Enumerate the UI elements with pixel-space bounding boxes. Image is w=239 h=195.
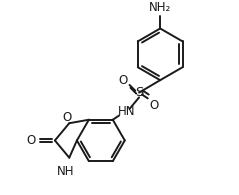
Text: O: O <box>150 99 159 113</box>
Text: O: O <box>26 134 36 147</box>
Text: O: O <box>63 111 72 124</box>
Text: O: O <box>118 74 127 87</box>
Text: NH₂: NH₂ <box>149 1 171 14</box>
Text: S: S <box>135 86 143 99</box>
Text: NH: NH <box>57 165 74 178</box>
Text: HN: HN <box>118 105 136 118</box>
